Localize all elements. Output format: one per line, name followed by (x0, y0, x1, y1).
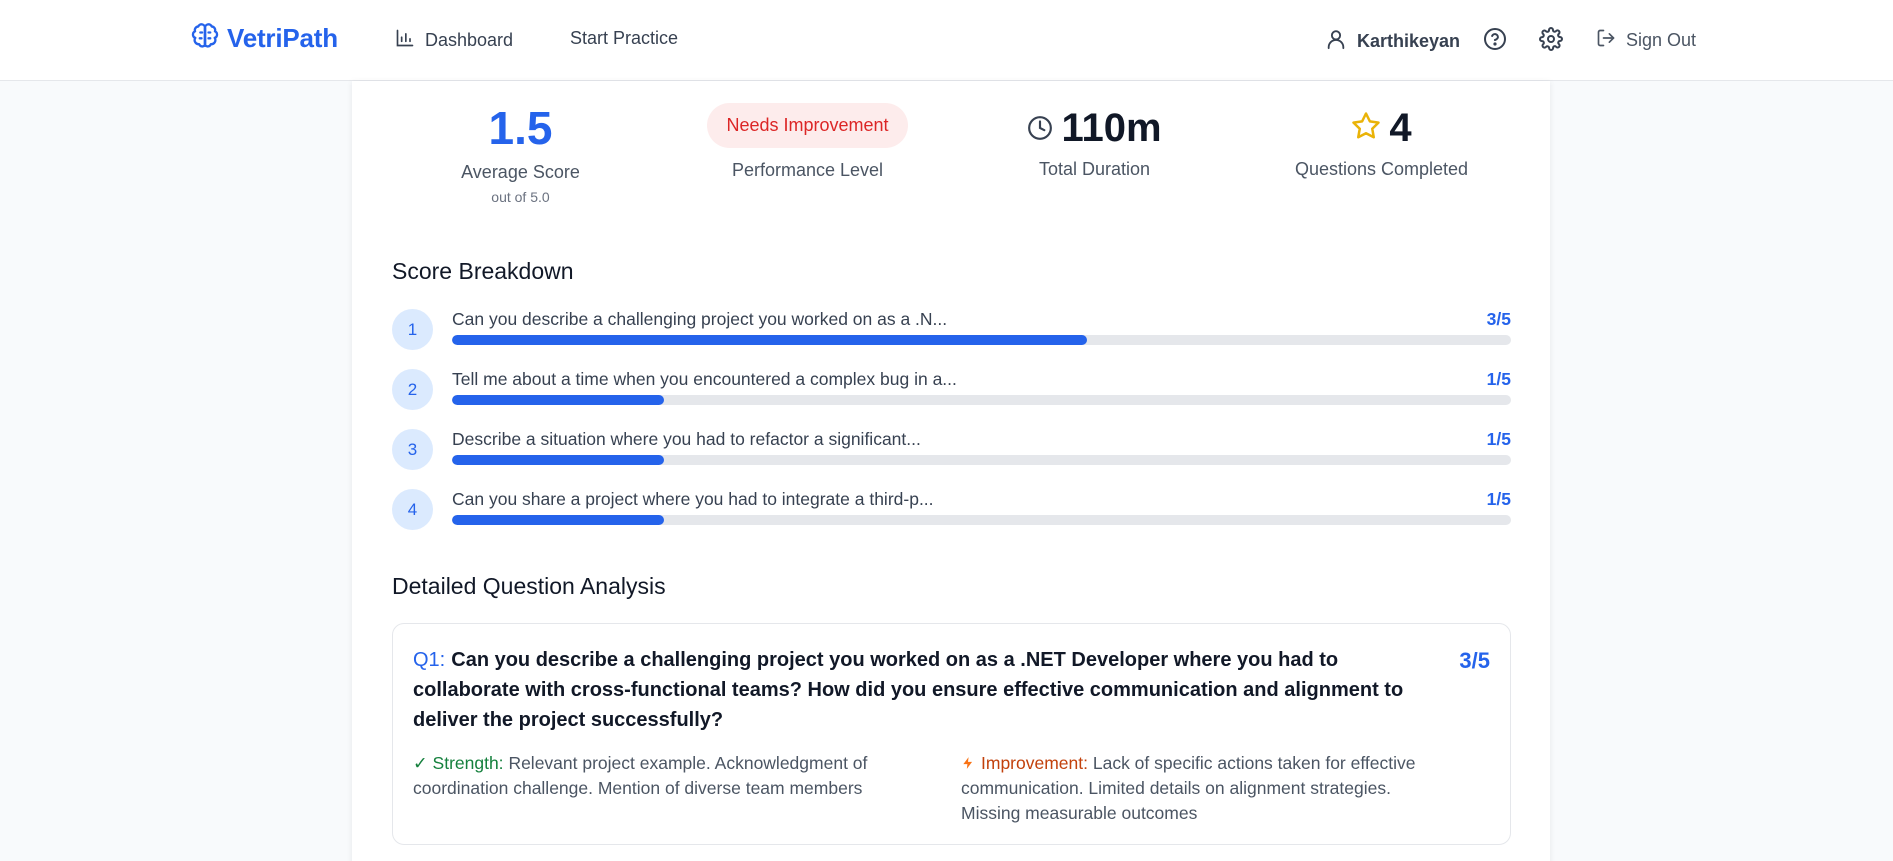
breakdown-score: 1/5 (1486, 489, 1511, 509)
nav-dashboard[interactable]: Dashboard (395, 28, 513, 53)
score-progress-track (452, 395, 1511, 405)
score-progress-track (452, 515, 1511, 525)
average-score-label: Average Score (461, 161, 580, 182)
question-prefix: Q1: (413, 649, 446, 671)
breakdown-row: 2 Tell me about a time when you encounte… (392, 369, 1511, 411)
performance-level-label: Performance Level (731, 160, 884, 180)
performance-badge: Needs Improvement (707, 103, 908, 148)
question-score: 3/5 (1459, 648, 1490, 673)
questions-completed-label: Questions Completed (1294, 159, 1469, 179)
top-navigation-bar: VetriPath Dashboard Start Practice Karth… (0, 0, 1893, 81)
total-duration-stat: 110m Total Duration (951, 81, 1238, 180)
breakdown-score: 3/5 (1486, 309, 1511, 329)
improvement-text: Lack of specific actions taken for effec… (961, 753, 1416, 823)
breakdown-question: Describe a situation where you had to re… (452, 429, 921, 449)
breakdown-score: 1/5 (1486, 369, 1511, 389)
improvement-label: Improvement: (981, 753, 1088, 773)
breakdown-row: 3 Describe a situation where you had to … (392, 429, 1511, 471)
breakdown-row: 4 Can you share a project where you had … (392, 489, 1511, 531)
settings-button[interactable] (1537, 26, 1565, 56)
strength-text: Relevant project example. Acknowledgment… (413, 753, 868, 798)
lightning-icon (961, 753, 981, 773)
breakdown-score: 1/5 (1486, 429, 1511, 449)
score-progress-fill (452, 455, 664, 465)
score-breakdown-title: Score Breakdown (392, 258, 574, 284)
nav-dashboard-label: Dashboard (425, 30, 514, 50)
user-icon (1325, 27, 1347, 56)
question-number: 4 (392, 489, 433, 530)
breakdown-question: Tell me about a time when you encountere… (452, 369, 957, 389)
question-text: Can you describe a challenging project y… (413, 649, 1404, 731)
improvement-feedback: Improvement: Lack of specific actions ta… (961, 751, 1441, 826)
breakdown-question: Can you describe a challenging project y… (452, 309, 948, 329)
help-button[interactable] (1481, 27, 1509, 55)
average-score-sub: out of 5.0 (491, 188, 550, 205)
nav-start-practice-label: Start Practice (570, 28, 679, 48)
help-circle-icon (1483, 27, 1507, 56)
average-score-value: 1.5 (488, 102, 553, 154)
nav-start-practice[interactable]: Start Practice (570, 28, 678, 49)
score-progress-fill (452, 335, 1088, 345)
strength-feedback: ✓ Strength: Relevant project example. Ac… (413, 751, 893, 801)
strength-label: Strength: (432, 753, 504, 773)
brand-name: VetriPath (227, 23, 338, 53)
sign-out-button[interactable]: Sign Out (1596, 28, 1696, 53)
detailed-analysis-title: Detailed Question Analysis (392, 573, 666, 599)
user-name: Karthikeyan (1357, 31, 1461, 51)
total-duration-label: Total Duration (1038, 159, 1151, 179)
breakdown-question: Can you share a project where you had to… (452, 489, 934, 509)
average-score-stat: 1.5 Average Score out of 5.0 (377, 81, 664, 205)
question-analysis-card: Q1: Can you describe a challenging projec… (392, 623, 1511, 845)
log-out-icon (1596, 28, 1616, 53)
breakdown-row: 1 Can you describe a challenging project… (392, 309, 1511, 351)
clock-icon (1027, 106, 1053, 151)
score-progress-track (452, 335, 1511, 345)
gear-icon (1539, 26, 1563, 56)
user-profile[interactable]: Karthikeyan (1325, 27, 1460, 56)
questions-completed-value: 4 (1389, 105, 1412, 150)
performance-level-stat: Needs Improvement Performance Level (664, 81, 951, 181)
total-duration-value: 110m (1061, 105, 1162, 150)
brand-logo[interactable]: VetriPath (191, 22, 338, 55)
question-heading: Q1: Can you describe a challenging projec… (413, 645, 1413, 735)
results-card: 1.5 Average Score out of 5.0 Needs Impro… (352, 81, 1550, 861)
question-number: 2 (392, 369, 433, 410)
question-number: 3 (392, 429, 433, 470)
bar-chart-icon (395, 28, 415, 53)
question-number: 1 (392, 309, 433, 350)
questions-completed-stat: 4 Questions Completed (1238, 81, 1525, 180)
score-progress-fill (452, 395, 664, 405)
star-icon (1351, 106, 1381, 151)
brain-icon (191, 22, 219, 55)
score-progress-fill (452, 515, 664, 525)
sign-out-label: Sign Out (1626, 30, 1697, 50)
score-progress-track (452, 455, 1511, 465)
check-icon: ✓ (413, 753, 433, 773)
